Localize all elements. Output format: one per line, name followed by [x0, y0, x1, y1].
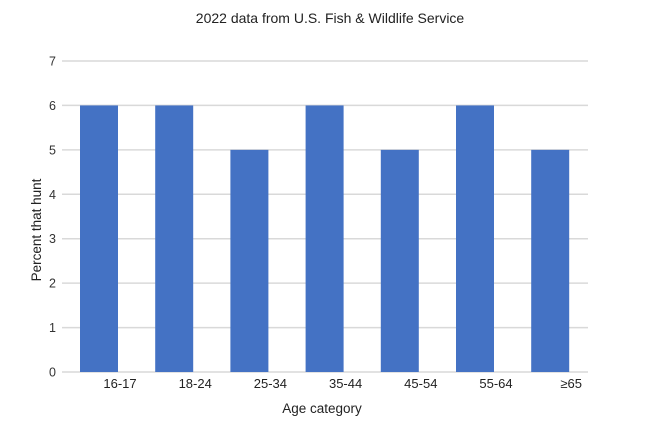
bar-4: [305, 105, 344, 372]
bar-3: [230, 149, 269, 372]
x-tick-label: 25-34: [254, 376, 287, 391]
y-tick-label: 5: [49, 143, 56, 157]
y-tick-label: 1: [49, 321, 56, 335]
chart-title: 2022 data from U.S. Fish & Wildlife Serv…: [196, 10, 465, 26]
x-axis-ticks: 16-17 18-24 25-34 35-44 45-54 55-64 ≥65: [103, 376, 582, 391]
y-tick-label: 0: [49, 366, 56, 380]
bar-1: [80, 105, 118, 372]
bar-6: [456, 105, 494, 372]
bar-2: [155, 105, 194, 372]
bars: [80, 105, 570, 372]
bar-7: [531, 149, 570, 372]
y-tick-label: 6: [49, 99, 56, 113]
y-axis-label: Percent that hunt: [29, 178, 44, 281]
y-tick-label: 7: [49, 55, 56, 69]
y-tick-label: 4: [49, 188, 56, 202]
y-tick-label: 2: [49, 277, 56, 291]
x-tick-label: 45-54: [404, 376, 437, 391]
x-tick-label: 35-44: [329, 376, 362, 391]
x-tick-label: 16-17: [103, 376, 136, 391]
x-tick-label: 18-24: [179, 376, 212, 391]
y-tick-label: 3: [49, 232, 56, 246]
y-axis-ticks: 0 1 2 3 4 5 6 7: [49, 55, 56, 380]
x-axis-label: Age category: [282, 401, 362, 416]
x-tick-label: ≥65: [560, 376, 582, 391]
bar-5: [380, 149, 419, 372]
x-tick-label: 55-64: [479, 376, 512, 391]
